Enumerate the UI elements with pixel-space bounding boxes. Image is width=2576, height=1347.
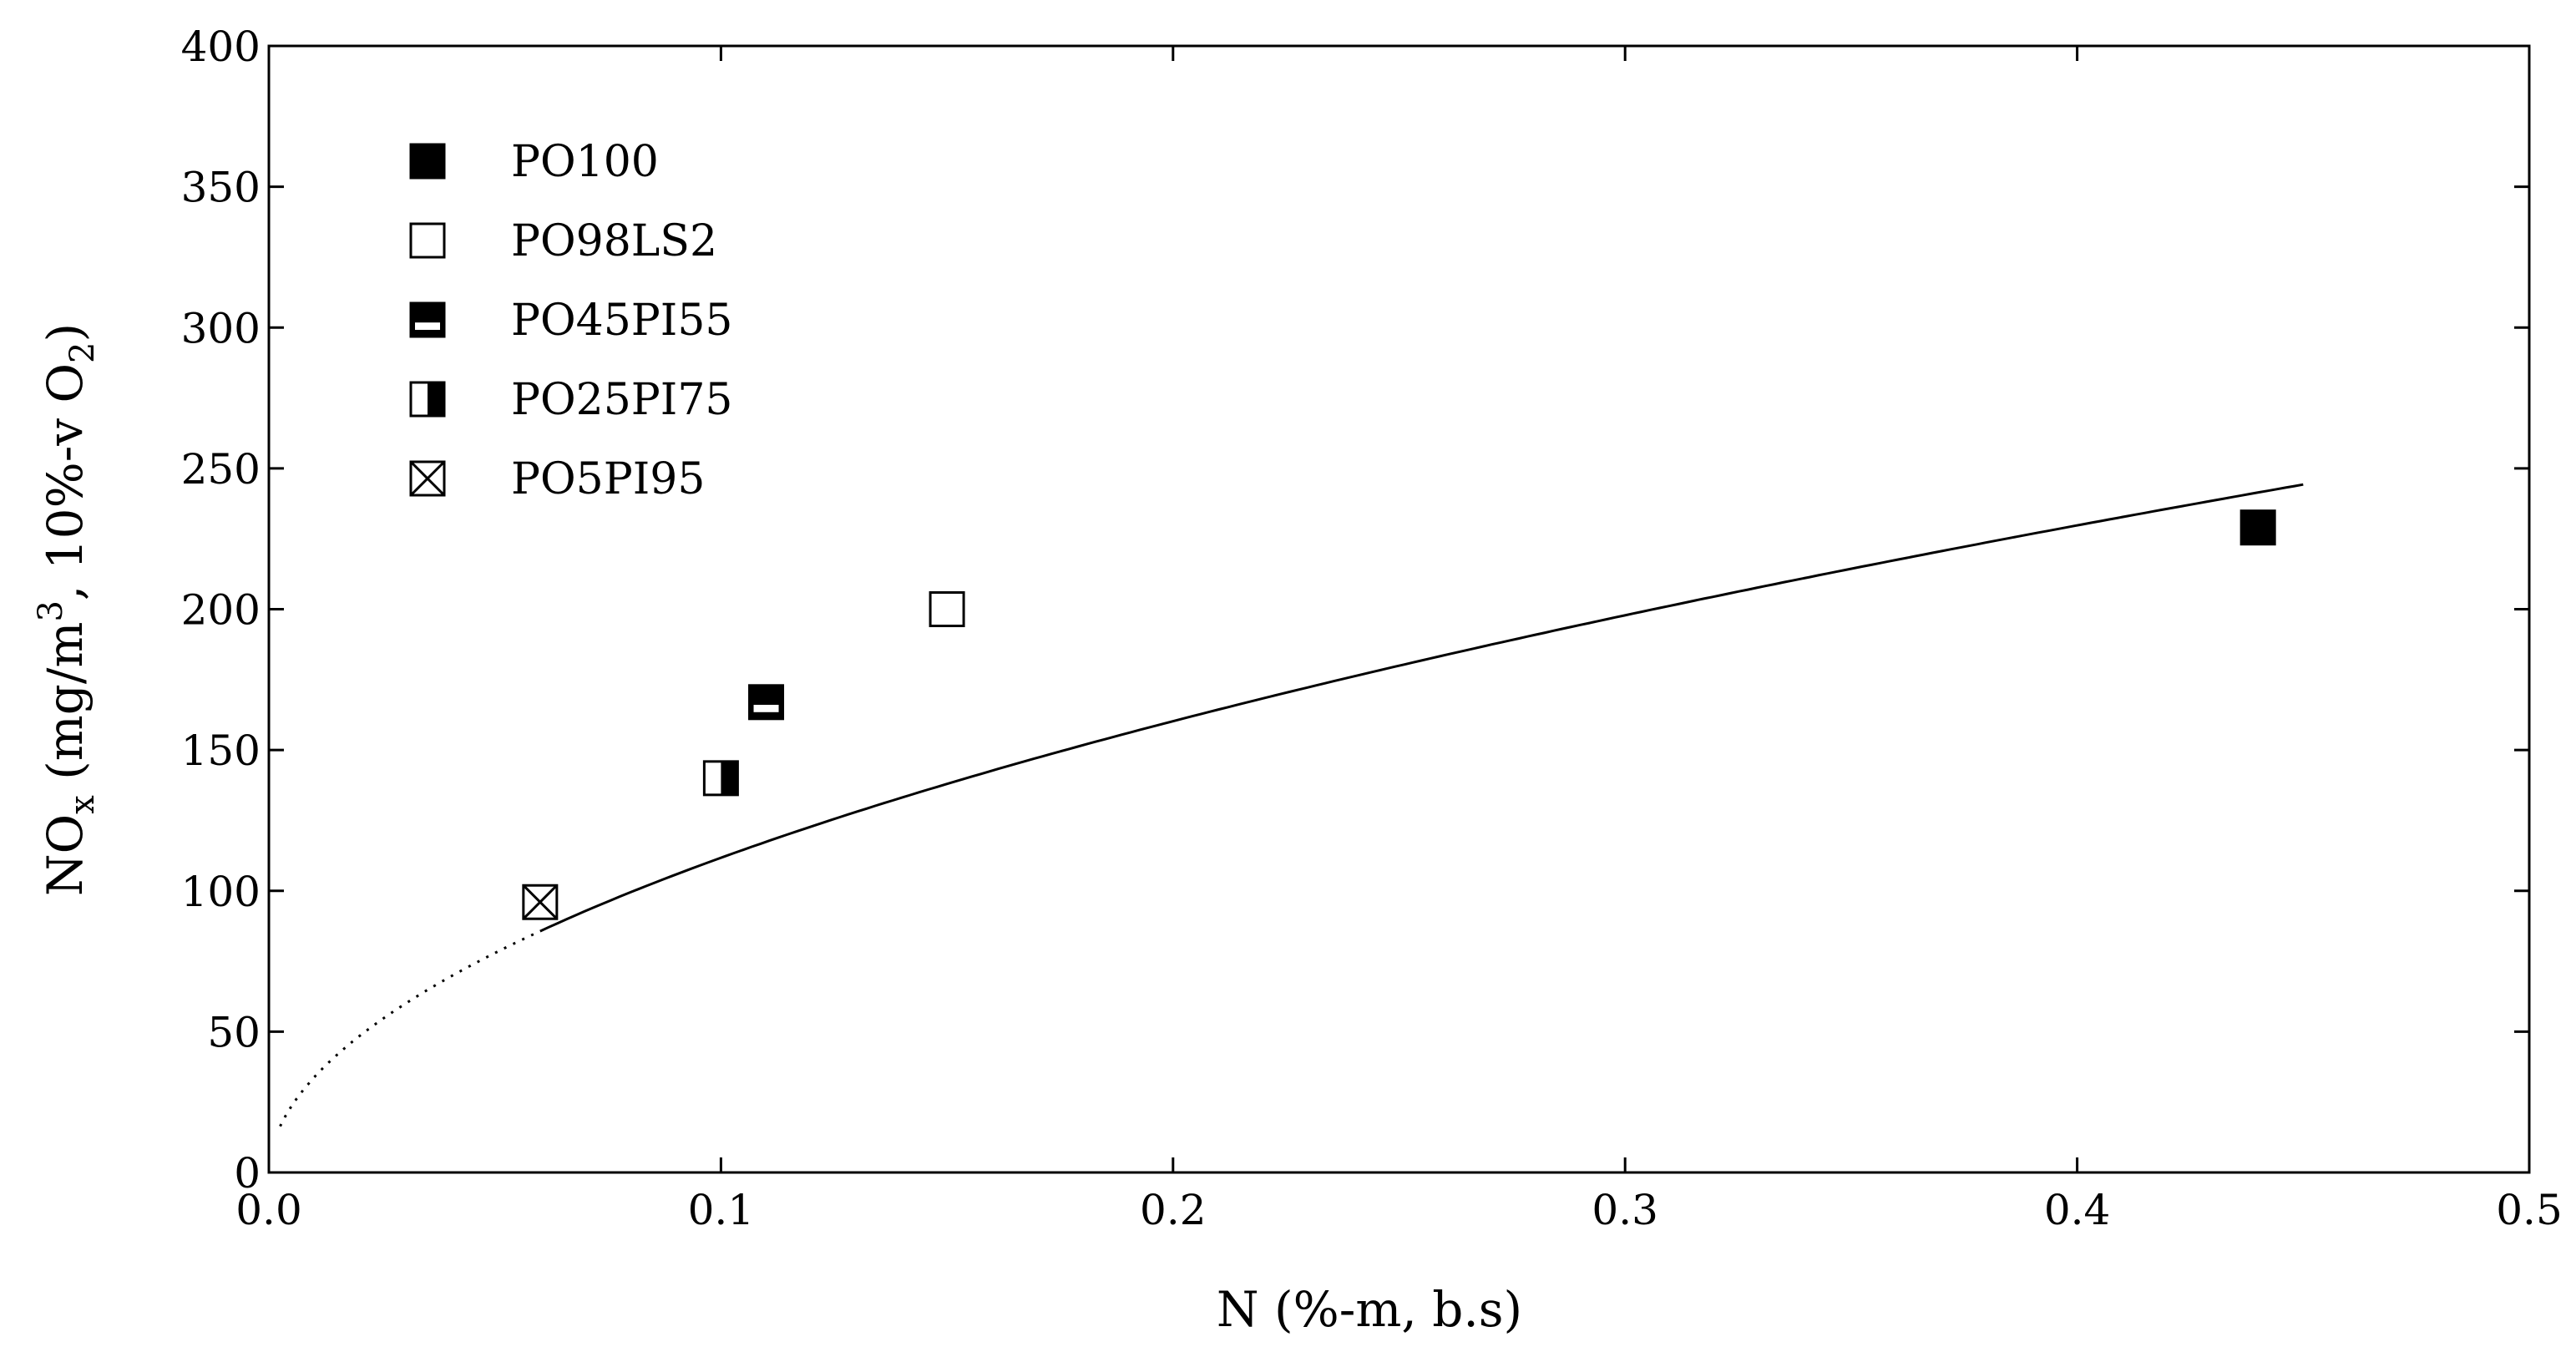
data-point-po25pi75	[702, 760, 739, 797]
data-point-po5pi95	[522, 884, 559, 920]
data-point-po45pi55	[748, 684, 785, 721]
x-axis-ticks: 0.0 0.1 0.2 0.3 0.4 0.5	[235, 46, 2563, 1234]
legend-label-po100: PO100	[511, 137, 659, 187]
marker-cross-b	[409, 460, 446, 497]
legend-label-po45pi55: PO45PI55	[511, 296, 732, 346]
x-axis-label: N (%-m, b.s)	[1217, 1281, 1522, 1338]
y-tick-label: 400	[181, 23, 261, 71]
legend: PO100 PO98LS2 PO45PI55 PO25PI75 PO5PI95	[409, 137, 732, 504]
x-tick-label: 0.1	[688, 1186, 755, 1234]
y-tick-label: 200	[181, 586, 261, 635]
marker-body	[409, 301, 446, 338]
plot-area-frame	[267, 44, 2531, 1174]
marker-body	[409, 143, 446, 180]
legend-label-po98ls2: PO98LS2	[511, 216, 717, 266]
legend-marker-po25pi75	[409, 381, 446, 418]
y-tick-label: 250	[181, 445, 261, 494]
legend-marker-po45pi55	[409, 301, 446, 338]
marker-body	[748, 684, 785, 721]
legend-label-po25pi75: PO25PI75	[511, 375, 732, 425]
y-axis-label: NOx (mg/m3, 10%-v O2)	[32, 323, 102, 896]
marker-open-band	[753, 704, 779, 712]
x-tick-label: 0.4	[2044, 1186, 2111, 1234]
y-tick-label: 100	[181, 868, 261, 916]
data-point-po98ls2	[929, 591, 965, 627]
y-tick-label: 300	[181, 304, 261, 352]
y-tick-label: 350	[181, 164, 261, 212]
x-tick-label: 0.3	[1592, 1186, 1658, 1234]
data-points	[522, 509, 2276, 920]
trendline-extrapolated	[279, 929, 541, 1127]
marker-body	[2239, 509, 2276, 546]
marker-open-band	[415, 322, 440, 330]
x-tick-label: 0.5	[2496, 1186, 2563, 1234]
y-axis-ticks: 0 50 100 150 200 250 300 350 400	[181, 23, 2529, 1198]
legend-marker-po100	[409, 143, 446, 180]
x-tick-label: 0.0	[235, 1186, 302, 1234]
marker-cross-b	[522, 884, 558, 920]
data-point-po100	[2239, 509, 2276, 546]
trendline-fit	[539, 483, 2304, 933]
y-tick-label: 150	[181, 727, 261, 775]
legend-marker-po98ls2	[409, 222, 446, 259]
legend-label-po5pi95: PO5PI95	[511, 454, 705, 504]
marker-filled-half	[721, 761, 738, 795]
legend-marker-po5pi95	[409, 460, 446, 497]
x-tick-label: 0.2	[1140, 1186, 1207, 1234]
marker-body	[409, 222, 446, 259]
y-tick-label: 50	[207, 1008, 261, 1056]
marker-body	[929, 591, 965, 627]
marker-filled-half	[428, 382, 444, 416]
y-tick-label: 0	[234, 1149, 261, 1198]
